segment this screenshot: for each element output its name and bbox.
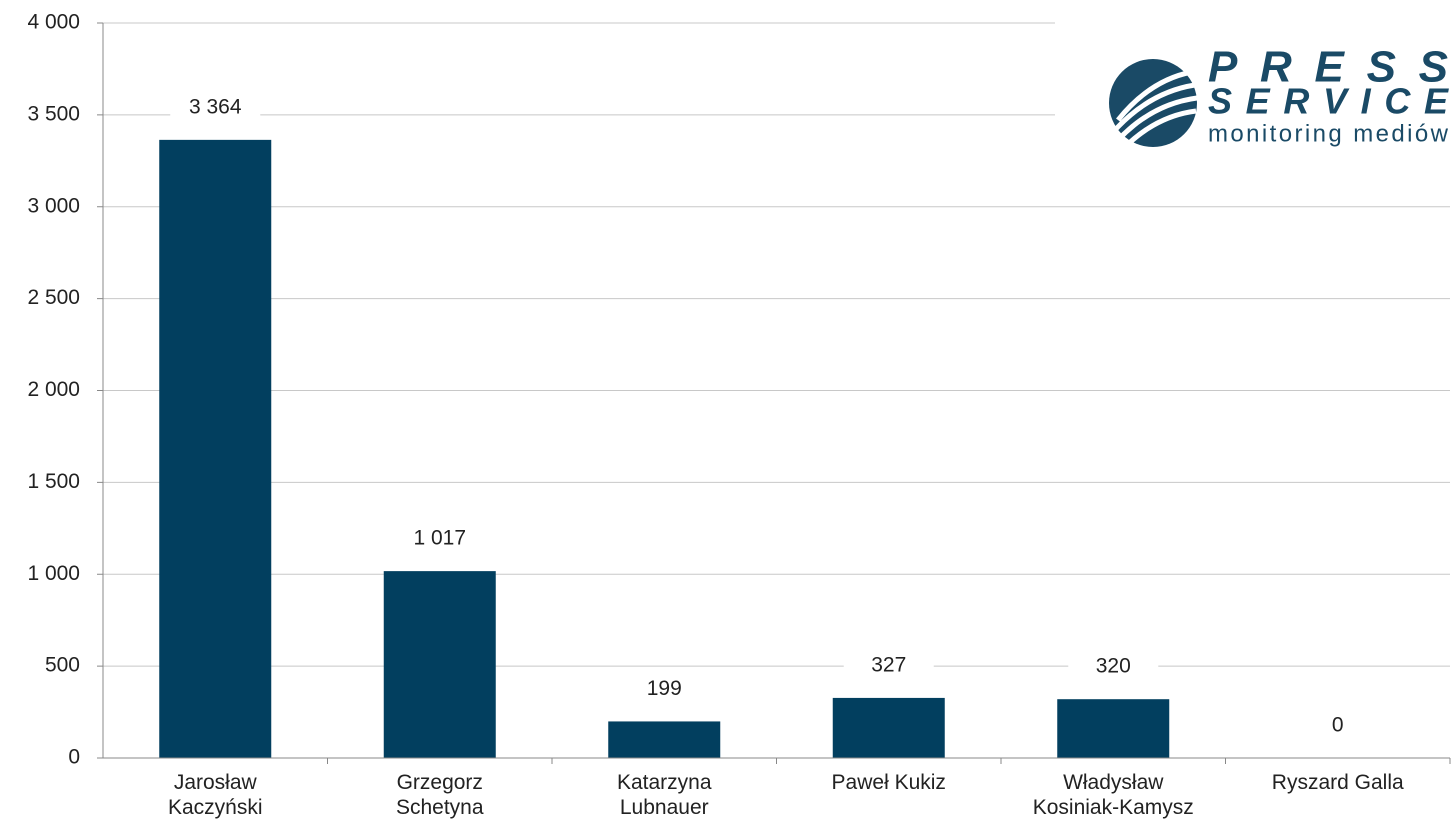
bar xyxy=(1057,699,1170,758)
y-tick-label: 0 xyxy=(68,746,80,769)
bar xyxy=(832,697,945,758)
logo-swoosh xyxy=(1113,69,1198,150)
y-tick-label: 500 xyxy=(45,654,80,677)
bar xyxy=(608,721,721,758)
value-label: 320 xyxy=(1096,655,1131,678)
value-label: 3 364 xyxy=(189,95,242,118)
y-tick-label: 3 500 xyxy=(27,102,80,125)
value-label: 0 xyxy=(1332,714,1344,737)
bar xyxy=(383,571,496,758)
value-label-bg xyxy=(843,650,934,681)
value-label-bg xyxy=(1068,652,1159,683)
value-label: 199 xyxy=(647,677,682,700)
x-tick-label: Władysław Kosiniak-Kamysz xyxy=(1032,771,1194,819)
value-label-bg xyxy=(619,674,710,705)
x-tick-label: Katarzyna Lubnauer xyxy=(616,771,712,819)
x-tick-label: Grzegorz Schetyna xyxy=(395,771,484,819)
y-tick-label: 1 000 xyxy=(27,562,80,585)
logo-text: SERVICE xyxy=(1208,81,1449,122)
x-tick-label: Ryszard Galla xyxy=(1271,771,1404,794)
y-tick-label: 1 500 xyxy=(27,470,80,493)
value-label-bg xyxy=(1292,711,1383,741)
value-label: 327 xyxy=(871,653,906,676)
value-label-bg xyxy=(170,92,261,123)
logo-tagline: monitoring mediów xyxy=(1208,120,1449,147)
bar xyxy=(159,139,272,759)
y-tick-label: 2 500 xyxy=(27,286,80,309)
y-tick-label: 3 000 xyxy=(27,194,80,217)
x-tick-label: Paweł Kukiz xyxy=(831,771,946,794)
value-label-bg xyxy=(394,524,485,555)
value-label: 1 017 xyxy=(413,527,466,550)
y-tick-label: 2 000 xyxy=(27,378,80,401)
x-tick-label: Jarosław Kaczyński xyxy=(167,771,263,819)
y-tick-label: 4 000 xyxy=(27,11,80,34)
